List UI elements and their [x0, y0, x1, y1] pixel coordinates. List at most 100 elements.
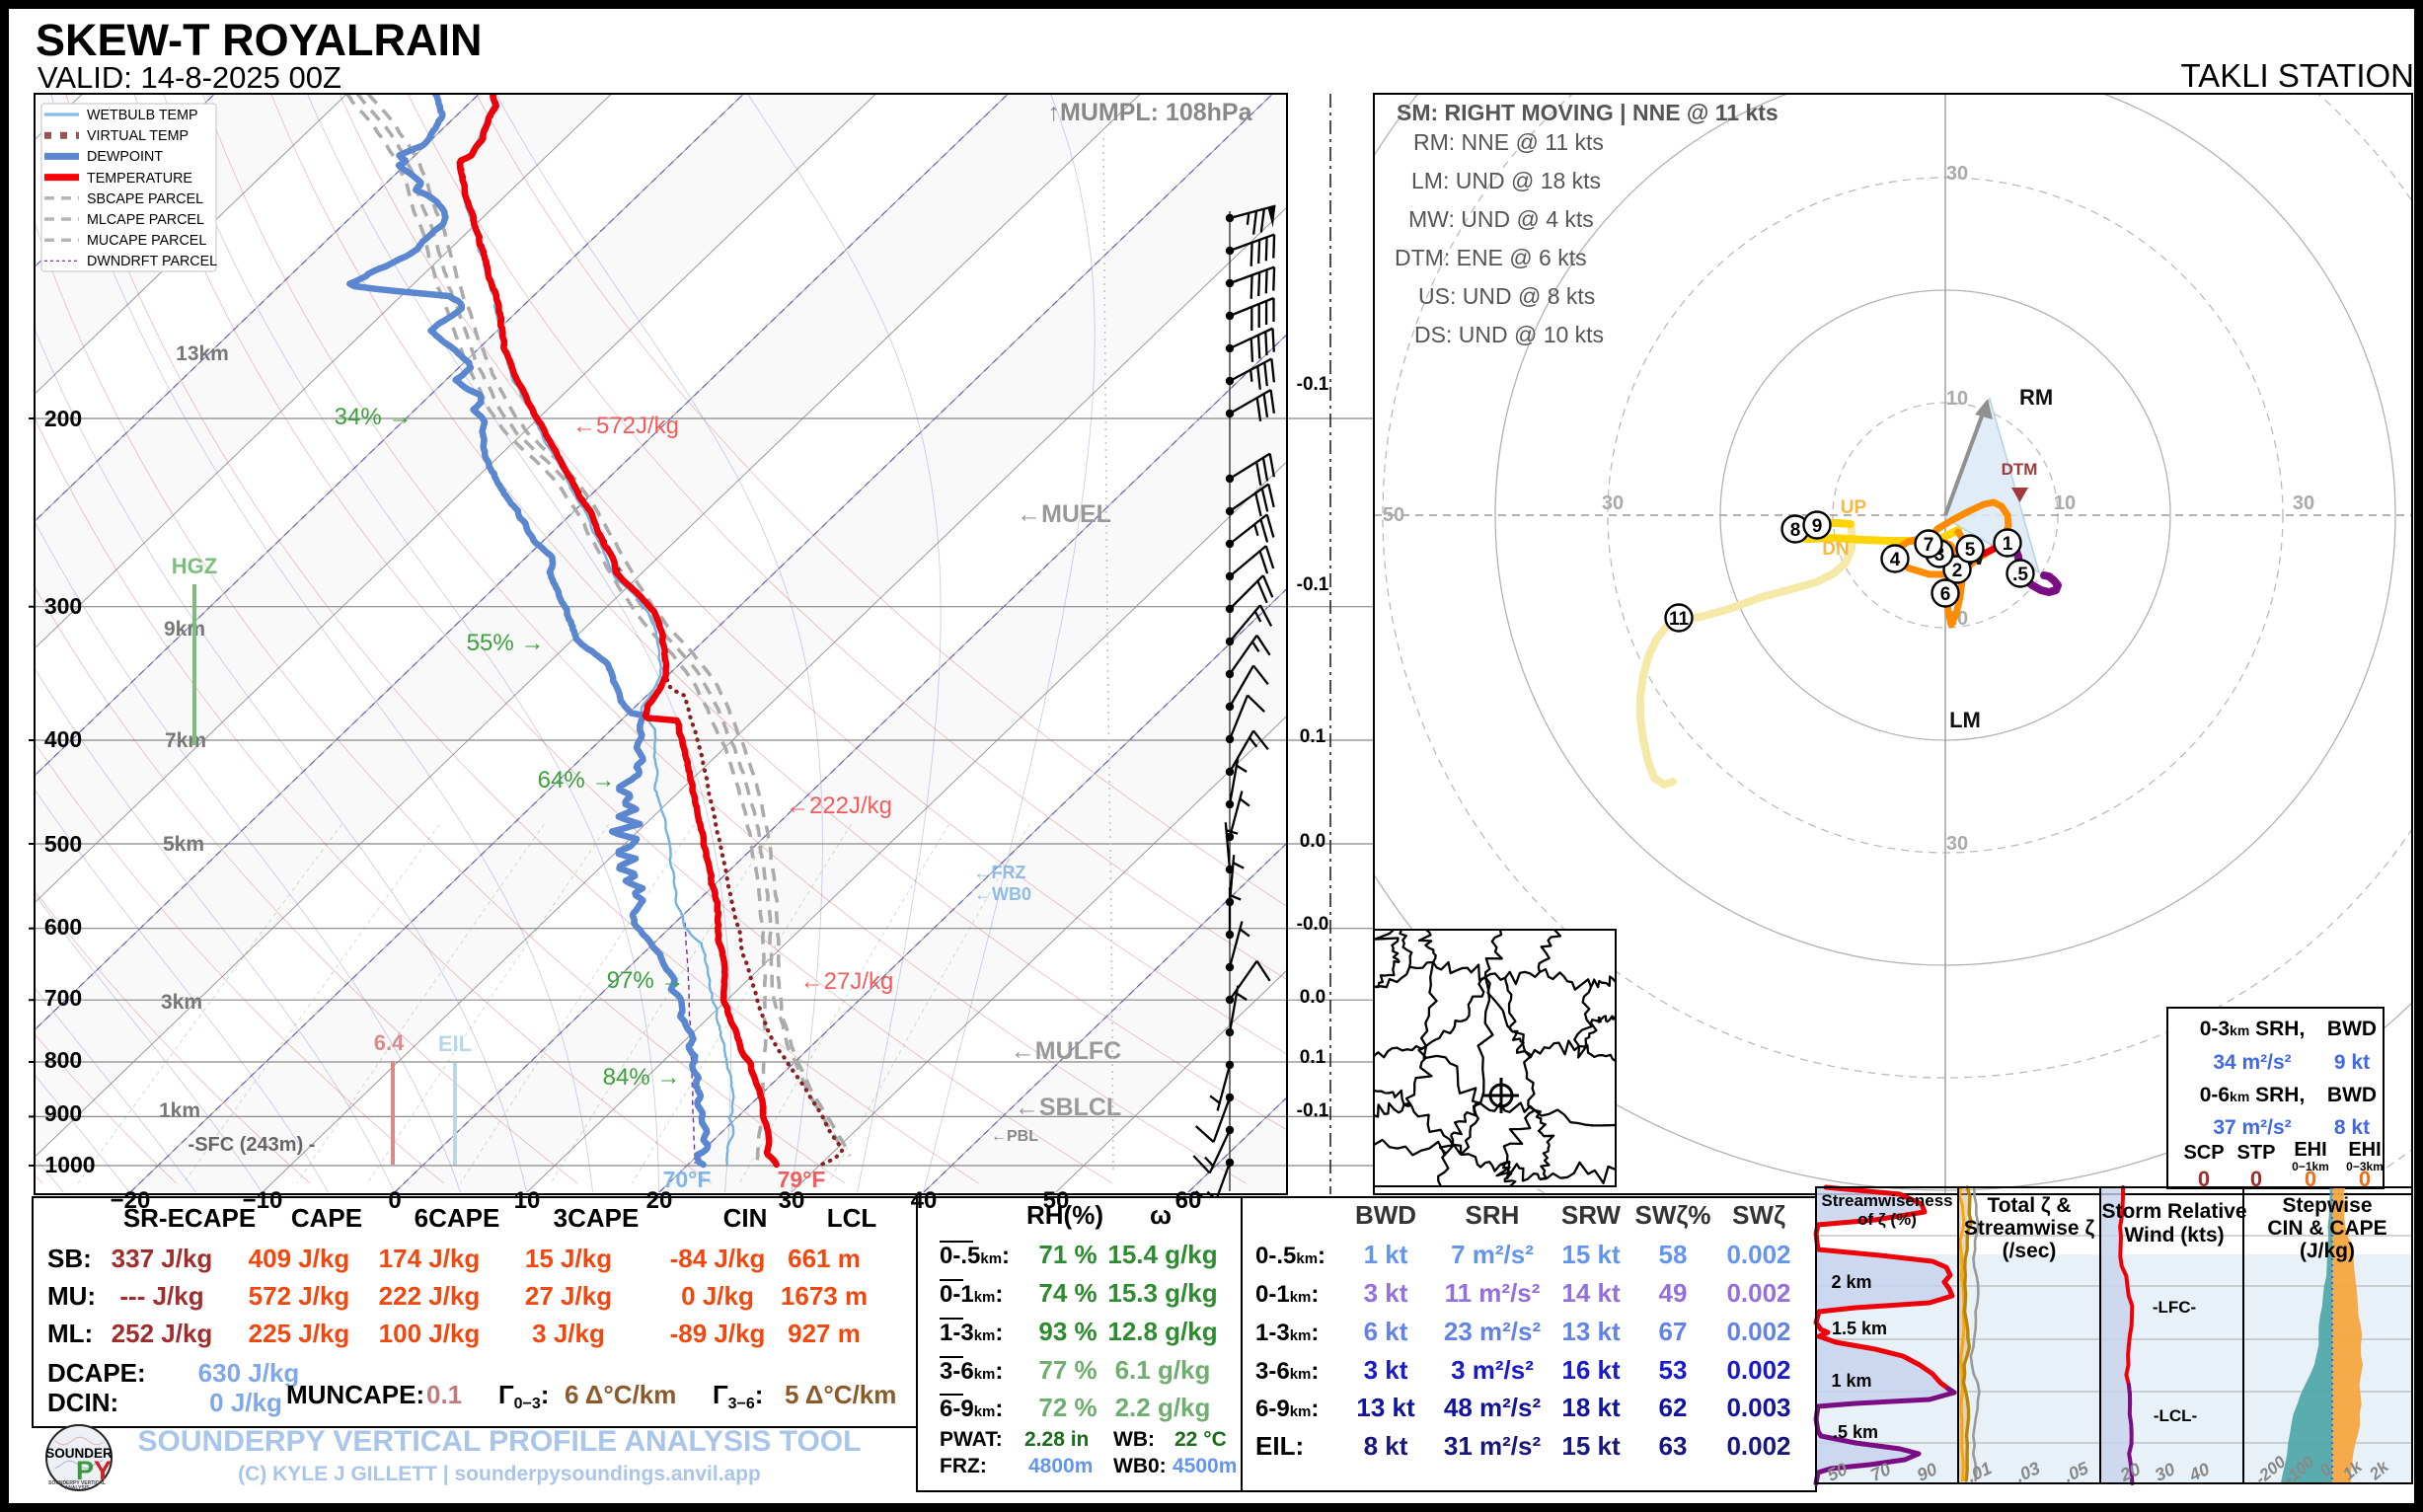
svg-text:400: 400	[44, 726, 82, 752]
svg-text:6 Δ°C/km: 6 Δ°C/km	[565, 1380, 676, 1409]
svg-text:18 kt: 18 kt	[1561, 1393, 1621, 1422]
svg-text:30: 30	[1946, 833, 1968, 855]
svg-text:DN: DN	[1822, 539, 1849, 560]
svg-text:BWD: BWD	[1355, 1200, 1416, 1230]
svg-text:40: 40	[911, 1187, 938, 1214]
svg-text:63: 63	[1659, 1431, 1688, 1461]
svg-text:0.1: 0.1	[1300, 726, 1326, 747]
svg-text:11: 11	[1669, 609, 1690, 630]
svg-text:0.0: 0.0	[1300, 987, 1325, 1008]
svg-text:58: 58	[1659, 1240, 1688, 1269]
svg-text:22 °C: 22 °C	[1174, 1428, 1227, 1451]
svg-text:←222J/kg: ←222J/kg	[786, 793, 892, 819]
svg-text:FRZ:: FRZ:	[940, 1455, 987, 1477]
svg-text:LM: LM	[1949, 708, 1981, 732]
svg-text:4800m: 4800m	[1028, 1455, 1093, 1477]
svg-text:--- J/kg: --- J/kg	[119, 1281, 203, 1311]
svg-text:600: 600	[44, 914, 82, 940]
svg-text:9km: 9km	[164, 618, 205, 641]
svg-text:13 kt: 13 kt	[1561, 1317, 1621, 1346]
svg-text:1.5 km: 1.5 km	[1832, 1319, 1887, 1338]
svg-text:74 %: 74 %	[1038, 1278, 1097, 1308]
svg-text:2.2 g/kg: 2.2 g/kg	[1115, 1393, 1211, 1422]
svg-text:4: 4	[1890, 550, 1901, 570]
svg-text:15 J/kg: 15 J/kg	[525, 1244, 612, 1273]
svg-text:1: 1	[2003, 534, 2013, 555]
svg-text:↑MUMPL: 108hPa: ↑MUMPL: 108hPa	[1048, 99, 1253, 126]
svg-text:EHI: EHI	[2294, 1139, 2326, 1161]
svg-text:67: 67	[1659, 1317, 1688, 1346]
svg-text:49: 49	[1659, 1278, 1688, 1308]
svg-text:←SBLCL: ←SBLCL	[1015, 1094, 1121, 1121]
svg-text:DWNDRFT PARCEL: DWNDRFT PARCEL	[87, 254, 217, 269]
svg-text:SRW: SRW	[1561, 1200, 1622, 1230]
svg-text:TEMPERATURE: TEMPERATURE	[87, 171, 192, 187]
svg-text:SKEW-T ROYALRAIN: SKEW-T ROYALRAIN	[36, 15, 482, 65]
svg-text:0: 0	[2250, 1167, 2262, 1191]
svg-text:7: 7	[1924, 535, 1934, 556]
svg-text:-0.1: -0.1	[1297, 1100, 1329, 1121]
svg-text:0.002: 0.002	[1726, 1278, 1790, 1308]
svg-text:1673 m: 1673 m	[781, 1281, 868, 1311]
svg-text:WB0:: WB0:	[1113, 1455, 1167, 1477]
svg-text:27 J/kg: 27 J/kg	[525, 1281, 612, 1311]
svg-text:5 Δ°C/km: 5 Δ°C/km	[785, 1380, 896, 1409]
svg-text:LM: UND @ 18 kts: LM: UND @ 18 kts	[1411, 168, 1601, 193]
svg-text:←PBL: ←PBL	[991, 1128, 1038, 1145]
svg-text:77 %: 77 %	[1038, 1355, 1097, 1385]
svg-text:0-6km SRH,: 0-6km SRH,	[2200, 1084, 2306, 1106]
svg-text:3CAPE: 3CAPE	[554, 1203, 640, 1233]
svg-text:0-3km SRH,: 0-3km SRH,	[2200, 1018, 2306, 1040]
svg-text:3 m²/s²: 3 m²/s²	[1451, 1355, 1534, 1385]
svg-text:0 J/kg: 0 J/kg	[209, 1388, 282, 1417]
svg-text:SOUNDERPY VERTICAL: SOUNDERPY VERTICAL	[48, 1480, 106, 1486]
svg-text:0: 0	[2359, 1167, 2371, 1191]
svg-text:←572J/kg: ←572J/kg	[572, 413, 679, 439]
svg-text:SWζ: SWζ	[1732, 1200, 1785, 1230]
svg-text:72 %: 72 %	[1038, 1393, 1097, 1422]
svg-text:0.002: 0.002	[1726, 1317, 1790, 1346]
svg-text:84% →: 84% →	[603, 1064, 681, 1091]
svg-text:3 kt: 3 kt	[1364, 1278, 1408, 1308]
svg-text:1 kt: 1 kt	[1364, 1240, 1408, 1269]
svg-text:30: 30	[2293, 492, 2314, 514]
svg-text:23 m²/s²: 23 m²/s²	[1444, 1317, 1542, 1346]
svg-text:←MUEL: ←MUEL	[1017, 500, 1111, 528]
svg-text:700: 700	[44, 985, 82, 1011]
svg-text:3km: 3km	[161, 991, 202, 1014]
svg-text:337 J/kg: 337 J/kg	[112, 1244, 213, 1273]
svg-text:VIRTUAL TEMP: VIRTUAL TEMP	[87, 128, 189, 144]
svg-text:DTM: ENE @ 6 kts: DTM: ENE @ 6 kts	[1395, 245, 1587, 270]
svg-text:0-.5km:: 0-.5km:	[1255, 1243, 1325, 1269]
svg-text:1000: 1000	[44, 1152, 95, 1177]
svg-text:SRH: SRH	[1466, 1200, 1520, 1230]
svg-text:CAPE: CAPE	[291, 1203, 362, 1233]
svg-text:0 J/kg: 0 J/kg	[681, 1281, 754, 1311]
svg-text:CIN & CAPE: CIN & CAPE	[2267, 1217, 2386, 1240]
svg-text:−10: −10	[243, 1187, 283, 1214]
svg-text:15 kt: 15 kt	[1561, 1431, 1621, 1461]
svg-text:64% →: 64% →	[538, 767, 616, 794]
svg-text:225 J/kg: 225 J/kg	[249, 1319, 350, 1348]
svg-text:50: 50	[1383, 504, 1404, 526]
svg-text:15.4 g/kg: 15.4 g/kg	[1107, 1240, 1217, 1269]
svg-text:DEWPOINT: DEWPOINT	[87, 149, 163, 165]
svg-text:0.0: 0.0	[1300, 831, 1325, 852]
svg-text:30: 30	[1602, 492, 1624, 514]
svg-text:11 m²/s²: 11 m²/s²	[1445, 1278, 1541, 1308]
svg-text:71 %: 71 %	[1038, 1240, 1097, 1269]
svg-text:37 m²/s²: 37 m²/s²	[2213, 1116, 2291, 1139]
svg-text:-0.1: -0.1	[1297, 374, 1329, 395]
svg-text:2.28 in: 2.28 in	[1024, 1428, 1089, 1451]
svg-text:34 m²/s²: 34 m²/s²	[2213, 1051, 2291, 1074]
svg-text:MUNCAPE:: MUNCAPE:	[286, 1380, 424, 1409]
svg-text:Wind (kts): Wind (kts)	[2124, 1224, 2224, 1247]
svg-text:SOUNDERPY VERTICAL PROFILE ANA: SOUNDERPY VERTICAL PROFILE ANALYSIS TOOL	[138, 1425, 862, 1458]
svg-text:0−3km: 0−3km	[2346, 1160, 2384, 1173]
svg-text:0.1: 0.1	[426, 1380, 462, 1409]
svg-text:0.1: 0.1	[1300, 1047, 1326, 1068]
svg-text:←27J/kg: ←27J/kg	[800, 968, 894, 995]
svg-text:79°F: 79°F	[778, 1167, 826, 1192]
svg-text:0: 0	[2198, 1167, 2210, 1191]
svg-text:900: 900	[44, 1100, 82, 1126]
